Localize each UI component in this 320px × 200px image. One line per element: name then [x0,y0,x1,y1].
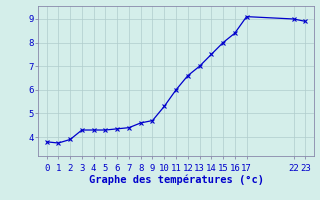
X-axis label: Graphe des températures (°c): Graphe des températures (°c) [89,174,263,185]
